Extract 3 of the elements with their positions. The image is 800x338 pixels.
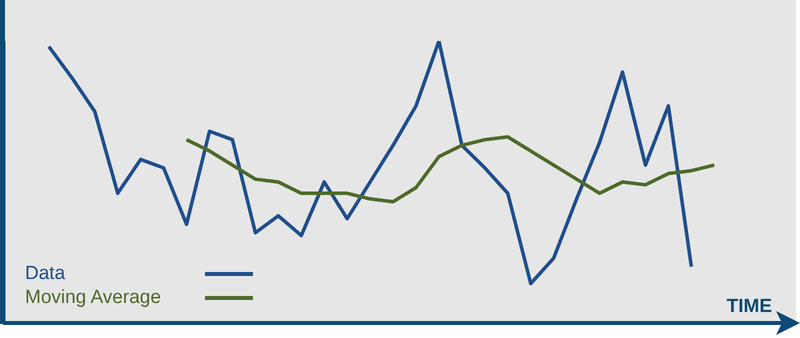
legend-label: Moving Average <box>25 286 162 310</box>
x-axis-title: TIME <box>726 296 772 318</box>
text: Data <box>25 262 66 286</box>
